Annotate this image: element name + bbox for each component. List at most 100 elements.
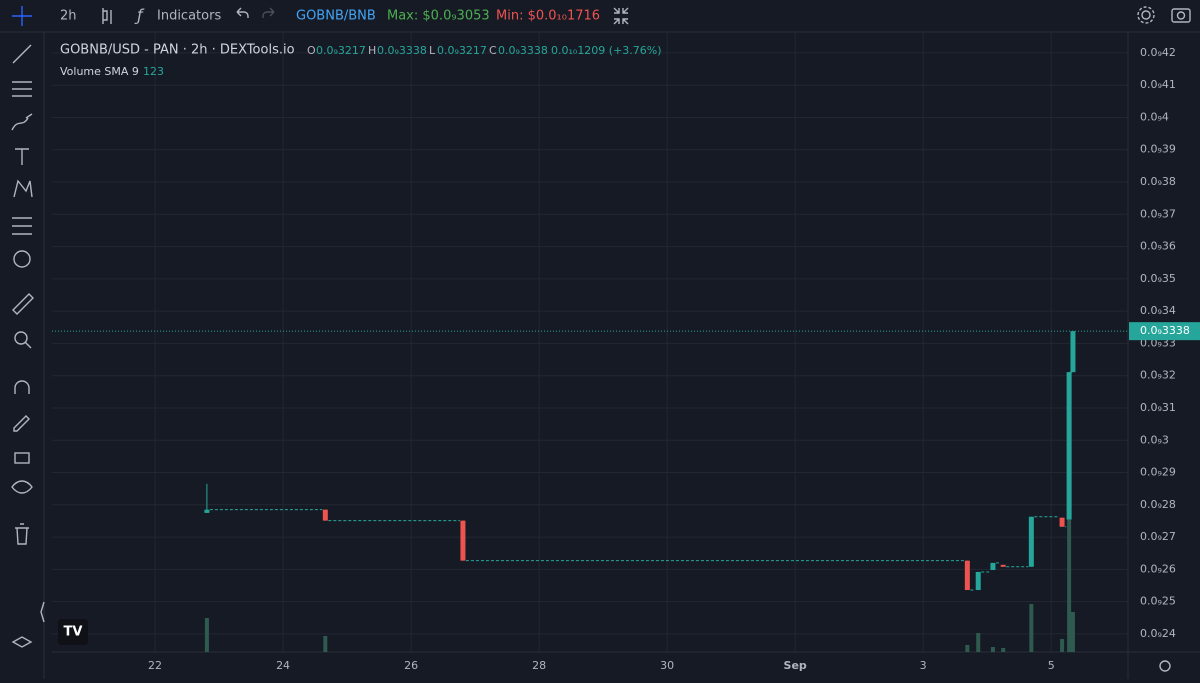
candle-body: [1070, 331, 1076, 373]
y-tick-label: 0.0₉32: [1140, 369, 1176, 382]
volume-bar: [965, 645, 970, 652]
l-label: L: [429, 44, 436, 57]
candle-body: [322, 509, 328, 521]
trend-line-tool[interactable]: [12, 44, 32, 64]
change: 0.0₁₀1209 (+3.76%): [551, 44, 662, 57]
y-tick-label: 0.0₉28: [1140, 498, 1176, 511]
legend: GOBNB/USD - PAN · 2h · DEXTools.io O 0.0…: [60, 43, 662, 79]
y-tick-label: 0.0₉24: [1140, 627, 1176, 640]
y-tick-label: 0.0₉38: [1140, 175, 1176, 188]
y-tick-label: 0.0₉35: [1140, 272, 1176, 285]
top-bar: 2h ƒ Indicators GOBNB/BNB Max: $0.0₉3053…: [0, 6, 1200, 33]
volume-bar: [976, 633, 981, 652]
hide-tool[interactable]: [11, 480, 33, 494]
max: Max: $0.0₉3053: [387, 9, 490, 24]
redo-icon[interactable]: [262, 7, 275, 18]
left-toolbar: [11, 32, 45, 679]
candle-body: [460, 520, 466, 561]
y-tick-label: 0.0₉31: [1140, 401, 1176, 414]
magnet-tool[interactable]: [14, 380, 30, 394]
logo: TV: [64, 625, 83, 640]
candle-body: [1066, 372, 1072, 520]
brush-tool[interactable]: [11, 113, 33, 131]
x-tick-label: 30: [660, 659, 674, 672]
volume-bar: [323, 636, 328, 652]
h-label: H: [368, 44, 376, 57]
symbol: GOBNB/USD - PAN · 2h · DEXTools.io: [60, 43, 295, 58]
last-price-label: 0.0₉3338: [1140, 324, 1190, 337]
object-tree[interactable]: [11, 636, 33, 648]
y-tick-label: 0.0₉39: [1140, 143, 1176, 156]
x-tick-label: 24: [276, 659, 290, 672]
prediction-tool[interactable]: [12, 217, 32, 235]
high: 0.0₉3338: [377, 44, 427, 57]
candle-body: [990, 562, 996, 571]
lock-tool[interactable]: [14, 452, 30, 464]
candle-body: [1028, 516, 1034, 567]
fib-tool[interactable]: [12, 81, 32, 97]
x-tick-label: Sep: [784, 659, 807, 672]
volume-bar: [204, 618, 209, 652]
indicators[interactable]: Indicators: [157, 9, 221, 24]
collapse-handle[interactable]: [40, 601, 45, 623]
candle-body: [975, 571, 981, 591]
x-tick-label: 22: [148, 659, 162, 672]
collapse-icon[interactable]: [613, 7, 629, 25]
y-tick-label: 0.0₉41: [1140, 78, 1176, 91]
pair[interactable]: GOBNB/BNB: [296, 9, 376, 24]
emoji-tool[interactable]: [13, 250, 31, 268]
open: 0.0₉3217: [316, 44, 366, 57]
text-tool[interactable]: [15, 148, 29, 165]
crosshair-icon[interactable]: [12, 6, 32, 26]
zoom-handle: [24, 341, 32, 349]
volume-bar: [1070, 612, 1075, 652]
candle-body: [1000, 564, 1006, 567]
logo-bg: [58, 619, 88, 645]
candle-icon[interactable]: [102, 8, 112, 24]
y-tick-label: 0.0₉25: [1140, 595, 1176, 608]
pattern-tool[interactable]: [13, 179, 33, 198]
y-tick-label: 0.0₉4: [1140, 110, 1169, 123]
candle-body: [1059, 517, 1065, 527]
interval[interactable]: 2h: [60, 9, 77, 24]
x-tick-label: 5: [1048, 659, 1055, 672]
y-tick-label: 0.0₉26: [1140, 562, 1176, 575]
undo-icon[interactable]: [236, 7, 249, 18]
x-tick-label: 28: [532, 659, 546, 672]
settings-icon[interactable]: [1141, 10, 1151, 20]
plot: 0.0₉42 0.0₉41 0.0₉4 0.0₉39 0.0₉38 0.0₉37 0.0₉3…: [52, 32, 1176, 672]
camera-lens: [1176, 11, 1186, 20]
volume-bar: [1029, 604, 1034, 652]
y-tick-label: 0.0₉37: [1140, 207, 1176, 220]
last-price-tag: [1129, 322, 1200, 341]
low: 0.0₉3217: [437, 44, 487, 57]
lock-drawing-tool[interactable]: [13, 415, 30, 432]
volume-label: Volume SMA 9: [60, 65, 139, 78]
volume-bar: [1001, 648, 1006, 652]
tv-logo: TV: [58, 619, 88, 645]
y-tick-label: 0.0₉27: [1140, 530, 1176, 543]
volume-bar: [1060, 639, 1065, 652]
close: 0.0₉3338: [498, 44, 548, 57]
axis-settings[interactable]: [1159, 660, 1171, 672]
o-label: O: [307, 44, 316, 57]
settings-ring: [1137, 6, 1155, 24]
y-tick-label: 0.0₉42: [1140, 46, 1176, 59]
y-tick-label: 0.0₉36: [1140, 240, 1176, 253]
y-tick-label: 0.0₉29: [1140, 466, 1176, 479]
ruler-tool[interactable]: [12, 293, 34, 315]
y-tick-label: 0.0₉34: [1140, 304, 1176, 317]
y-tick-label: 0.0₉3: [1140, 433, 1169, 446]
camera-icon[interactable]: [1171, 8, 1191, 23]
delete-tool[interactable]: [15, 523, 29, 545]
x-tick-label: 3: [920, 659, 927, 672]
x-tick-label: 26: [404, 659, 418, 672]
zoom-tool[interactable]: [14, 331, 28, 345]
candle-body: [964, 560, 970, 591]
volume-bar: [990, 647, 995, 652]
candle-body: [204, 509, 210, 513]
fx-icon[interactable]: ƒ: [134, 6, 145, 25]
